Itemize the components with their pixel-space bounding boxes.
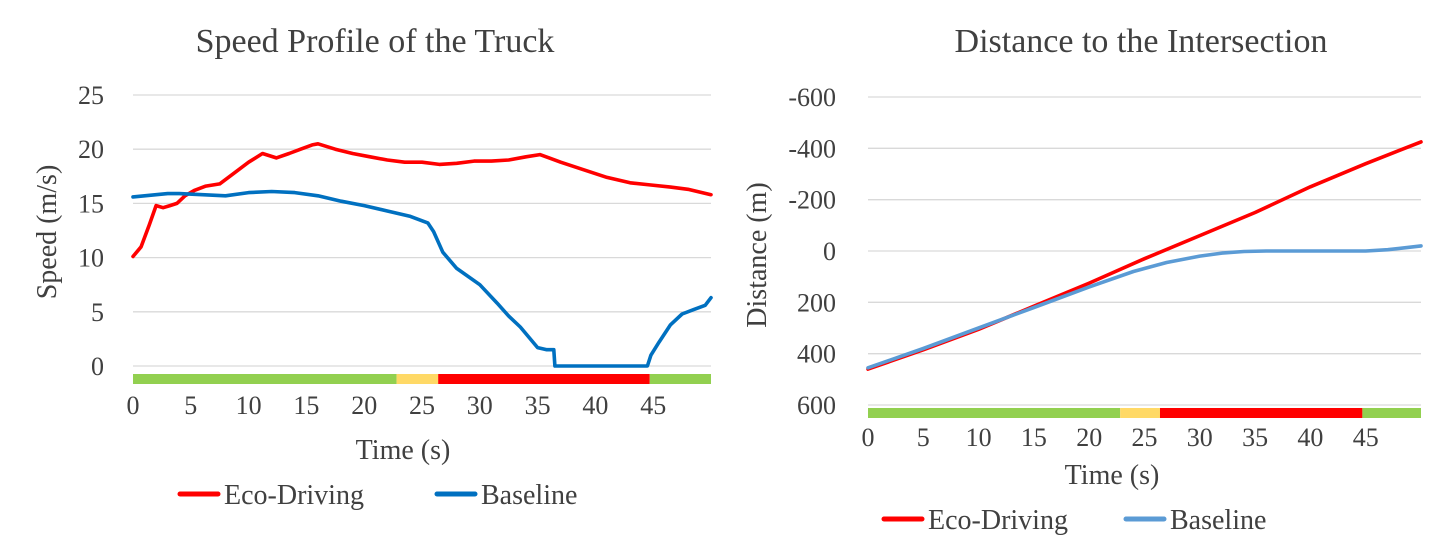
speed-chart: Speed Profile of the Truck 0 5 10 15 20 25 0 5…: [32, 23, 713, 511]
signal-phase-yellow: [396, 374, 439, 384]
distance-chart-x-axis-label: Time (s): [1065, 460, 1160, 491]
speed-chart-y-axis-label: Speed (m/s): [32, 165, 63, 300]
legend-label-eco-driving: Eco-Driving: [224, 480, 364, 511]
x-tick-label: 40: [582, 391, 608, 420]
x-tick-label: 30: [467, 391, 493, 420]
x-tick-label: 5: [917, 423, 930, 452]
y-tick-label: 0: [91, 352, 104, 381]
y-tick-label: -200: [788, 186, 836, 215]
x-tick-label: 45: [1353, 423, 1379, 452]
y-tick-label: 20: [78, 135, 104, 164]
y-tick-label: 10: [78, 244, 104, 273]
y-tick-label: -600: [788, 83, 836, 112]
signal-phase-red: [1159, 408, 1363, 418]
signal-phase-green: [649, 374, 711, 384]
distance-chart: Distance to the Intersection 6004002000-…: [742, 23, 1423, 536]
distance-chart-title: Distance to the Intersection: [955, 23, 1328, 60]
x-tick-label: 10: [966, 423, 992, 452]
y-tick-label: 0: [823, 237, 836, 266]
series-line-baseline: [866, 244, 1423, 370]
x-tick-label: 5: [184, 391, 197, 420]
legend-label-baseline: Baseline: [481, 480, 577, 511]
x-tick-label: 10: [236, 391, 262, 420]
y-tick-label: 200: [797, 288, 836, 317]
y-tick-label: 600: [797, 391, 836, 420]
x-tick-label: 20: [1076, 423, 1102, 452]
x-tick-label: 15: [293, 391, 319, 420]
legend-label-baseline: Baseline: [1170, 505, 1266, 536]
signal-phase-green: [133, 374, 397, 384]
signal-phase-green: [868, 408, 1121, 418]
x-tick-label: 0: [862, 423, 875, 452]
speed-chart-x-axis-label: Time (s): [356, 435, 451, 466]
x-tick-label: 30: [1187, 423, 1213, 452]
signal-phase-yellow: [1120, 408, 1160, 418]
series-line-eco-driving: [866, 140, 1423, 371]
series-line-baseline: [131, 189, 713, 368]
x-tick-label: 35: [525, 391, 551, 420]
x-tick-label: 25: [409, 391, 435, 420]
signal-phase-red: [438, 374, 650, 384]
y-tick-label: -400: [788, 134, 836, 163]
y-tick-label: 5: [91, 298, 104, 327]
y-tick-label: 15: [78, 189, 104, 218]
y-tick-label: 25: [78, 81, 104, 110]
x-tick-label: 40: [1297, 423, 1323, 452]
distance-chart-y-axis-label: Distance (m): [742, 182, 773, 327]
x-tick-label: 0: [127, 391, 140, 420]
distance-chart-legend: Eco-Driving Baseline: [881, 505, 1266, 536]
x-tick-label: 45: [640, 391, 666, 420]
signal-phase-green: [1362, 408, 1421, 418]
series-line-eco-driving: [131, 142, 713, 259]
speed-chart-legend: Eco-Driving Baseline: [177, 480, 577, 511]
x-tick-label: 35: [1242, 423, 1268, 452]
x-tick-label: 25: [1132, 423, 1158, 452]
x-tick-label: 15: [1021, 423, 1047, 452]
legend-label-eco-driving: Eco-Driving: [928, 505, 1068, 536]
y-tick-label: 400: [797, 340, 836, 369]
speed-chart-title: Speed Profile of the Truck: [196, 23, 555, 60]
x-tick-label: 20: [351, 391, 377, 420]
